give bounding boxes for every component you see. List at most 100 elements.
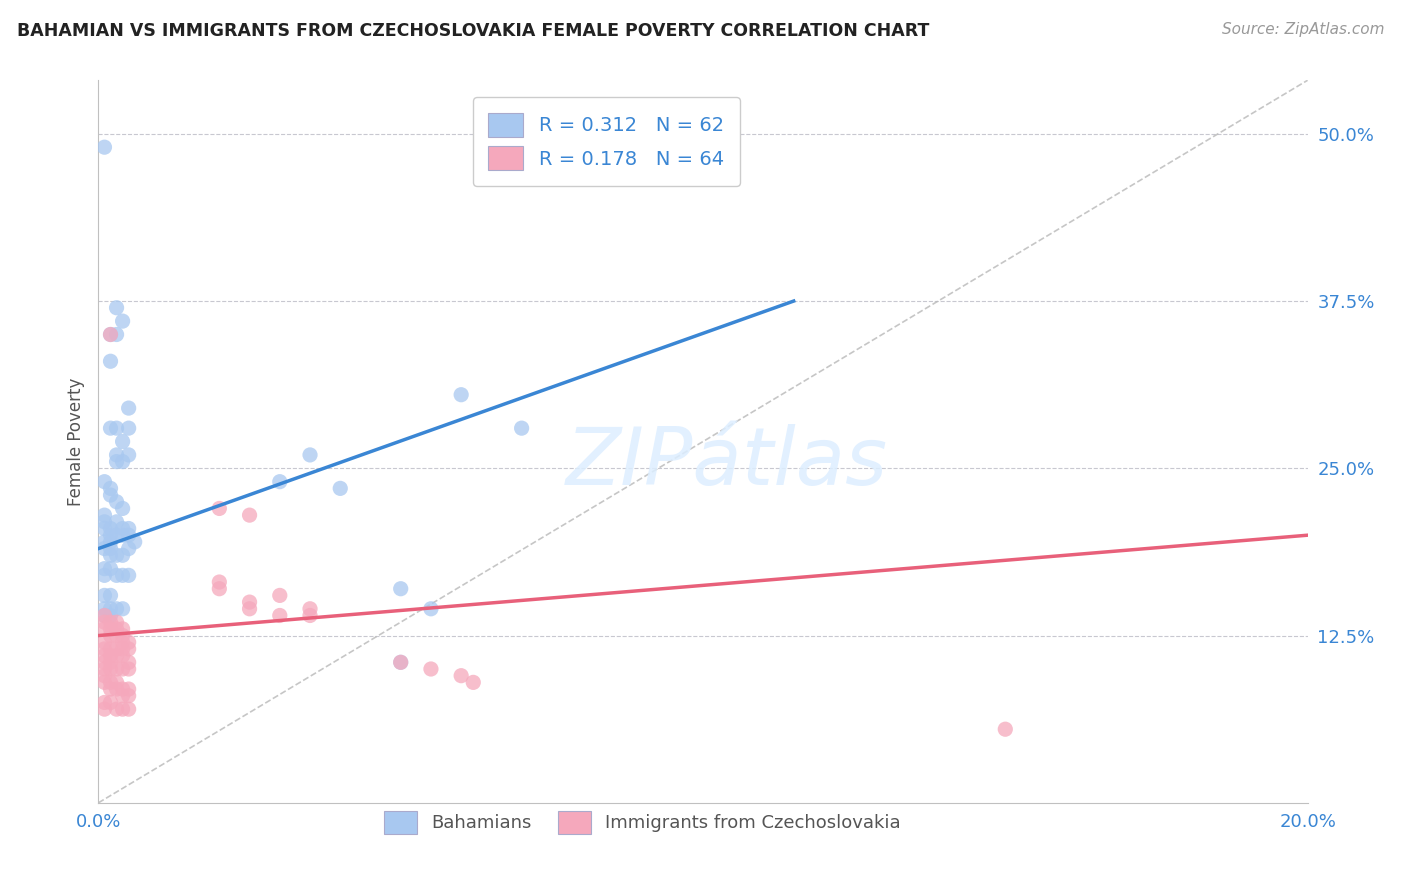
- Point: [111, 548, 134, 563]
- Point: [994, 723, 1017, 737]
- Point: [100, 521, 122, 535]
- Point: [299, 608, 322, 623]
- Point: [105, 615, 128, 630]
- Point: [118, 401, 141, 416]
- Point: [111, 702, 134, 716]
- Point: [118, 662, 141, 676]
- Point: [118, 421, 141, 435]
- Point: [93, 541, 115, 556]
- Point: [105, 515, 128, 529]
- Point: [111, 568, 134, 582]
- Point: [100, 327, 122, 342]
- Point: [100, 327, 122, 342]
- Point: [389, 655, 412, 669]
- Point: [93, 702, 115, 716]
- Point: [111, 602, 134, 616]
- Point: [93, 140, 115, 154]
- Point: [100, 622, 122, 636]
- Point: [420, 662, 443, 676]
- Point: [105, 455, 128, 469]
- Point: [329, 482, 352, 496]
- Point: [93, 602, 115, 616]
- Point: [118, 635, 141, 649]
- Point: [105, 648, 128, 663]
- Point: [93, 521, 115, 535]
- Point: [450, 669, 472, 683]
- Point: [100, 628, 122, 642]
- Point: [100, 488, 122, 502]
- Point: [111, 648, 134, 663]
- Point: [118, 642, 141, 657]
- Point: [111, 662, 134, 676]
- Point: [111, 622, 134, 636]
- Point: [118, 702, 141, 716]
- Point: [124, 534, 146, 549]
- Point: [105, 528, 128, 542]
- Point: [93, 608, 115, 623]
- Point: [105, 642, 128, 657]
- Point: [239, 602, 262, 616]
- Point: [93, 696, 115, 710]
- Point: [118, 689, 141, 703]
- Point: [118, 541, 141, 556]
- Point: [111, 681, 134, 696]
- Point: [105, 548, 128, 563]
- Point: [93, 568, 115, 582]
- Point: [105, 327, 128, 342]
- Point: [239, 508, 262, 523]
- Point: [111, 635, 134, 649]
- Point: [111, 528, 134, 542]
- Point: [93, 475, 115, 489]
- Point: [93, 562, 115, 576]
- Point: [118, 448, 141, 462]
- Point: [111, 501, 134, 516]
- Point: [100, 541, 122, 556]
- Point: [93, 675, 115, 690]
- Point: [118, 681, 141, 696]
- Point: [105, 494, 128, 508]
- Text: Source: ZipAtlas.com: Source: ZipAtlas.com: [1222, 22, 1385, 37]
- Point: [389, 582, 412, 596]
- Y-axis label: Female Poverty: Female Poverty: [66, 377, 84, 506]
- Point: [118, 568, 141, 582]
- Point: [105, 662, 128, 676]
- Point: [111, 455, 134, 469]
- Point: [105, 301, 128, 315]
- Point: [118, 528, 141, 542]
- Point: [269, 475, 291, 489]
- Point: [239, 595, 262, 609]
- Point: [208, 582, 231, 596]
- Point: [100, 528, 122, 542]
- Point: [118, 521, 141, 535]
- Point: [93, 534, 115, 549]
- Point: [111, 628, 134, 642]
- Point: [100, 589, 122, 603]
- Point: [105, 448, 128, 462]
- Point: [100, 675, 122, 690]
- Point: [100, 642, 122, 657]
- Point: [105, 622, 128, 636]
- Point: [100, 696, 122, 710]
- Point: [100, 602, 122, 616]
- Point: [111, 521, 134, 535]
- Point: [105, 675, 128, 690]
- Point: [93, 608, 115, 623]
- Point: [100, 615, 122, 630]
- Point: [105, 628, 128, 642]
- Legend: Bahamians, Immigrants from Czechoslovakia: Bahamians, Immigrants from Czechoslovaki…: [377, 805, 908, 841]
- Point: [100, 655, 122, 669]
- Point: [100, 662, 122, 676]
- Point: [100, 608, 122, 623]
- Point: [93, 662, 115, 676]
- Point: [510, 421, 533, 435]
- Point: [93, 635, 115, 649]
- Point: [100, 562, 122, 576]
- Point: [93, 515, 115, 529]
- Point: [463, 675, 485, 690]
- Point: [105, 602, 128, 616]
- Point: [93, 669, 115, 683]
- Point: [100, 681, 122, 696]
- Point: [269, 589, 291, 603]
- Point: [105, 681, 128, 696]
- Point: [93, 642, 115, 657]
